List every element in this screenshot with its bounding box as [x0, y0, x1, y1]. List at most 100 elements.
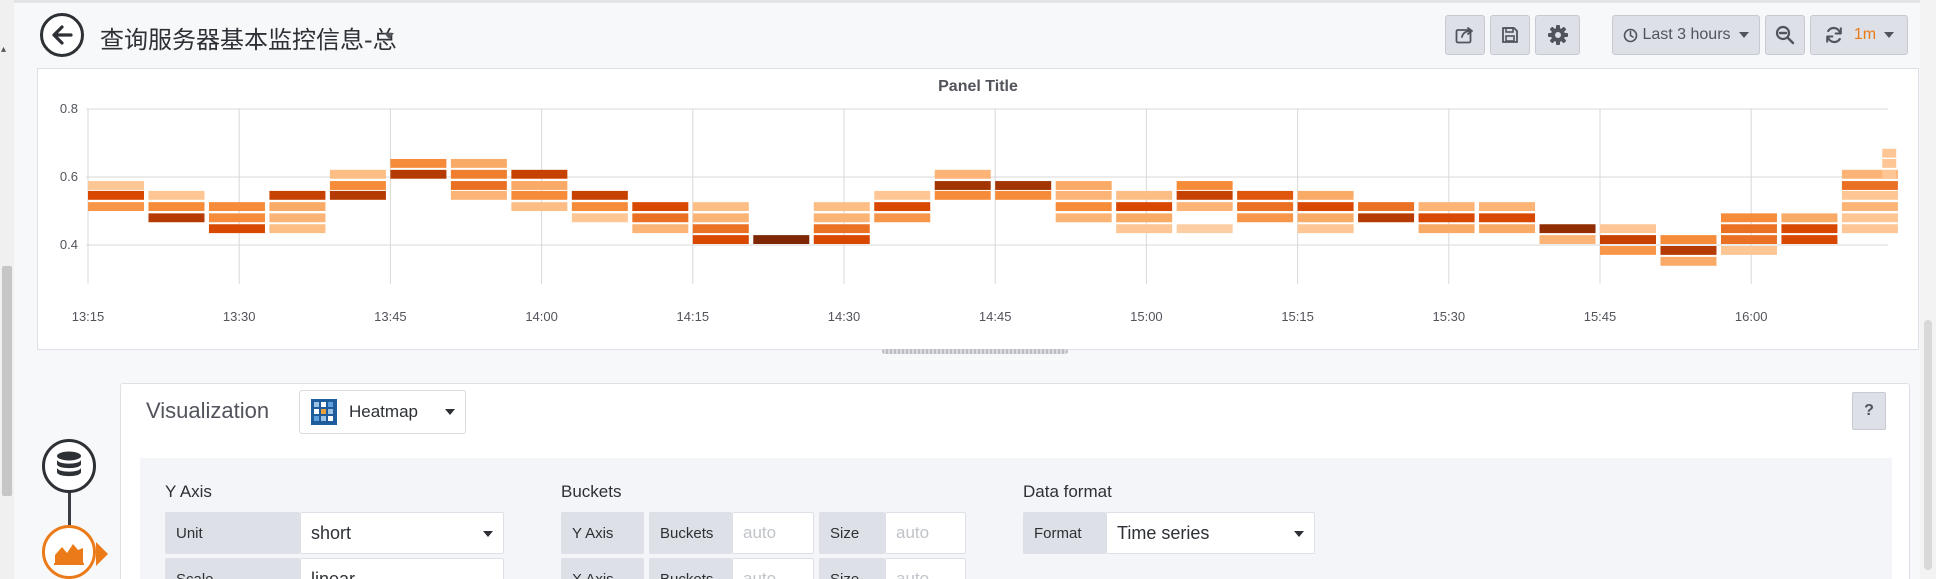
y-buckets-input[interactable]: auto	[732, 512, 814, 554]
scale-label: Scale	[165, 558, 300, 579]
visualization-picker[interactable]: Heatmap	[299, 390, 466, 434]
buckets-count-label: Buckets	[649, 512, 732, 554]
heatmap-cell	[329, 190, 386, 200]
rail-connector	[68, 490, 71, 530]
scrollbar-thumb[interactable]	[2, 266, 12, 496]
heatmap-cell	[1116, 202, 1173, 212]
panel-title[interactable]: Panel Title	[938, 78, 1018, 95]
page-scrollbar[interactable]: ▴	[0, 0, 14, 579]
format-label: Format	[1023, 512, 1106, 554]
heatmap-cell	[511, 181, 568, 190]
refresh-picker[interactable]: 1m	[1810, 15, 1908, 55]
heatmap-cell	[1418, 202, 1475, 212]
chevron-down-icon	[1738, 32, 1749, 38]
heatmap-cell	[208, 213, 265, 223]
heatmap-cell	[1116, 213, 1173, 223]
editor-scrollbar-thumb[interactable]	[1924, 320, 1932, 570]
back-button[interactable]	[40, 13, 84, 57]
heatmap-cell	[571, 213, 628, 223]
heatmap-cell	[813, 213, 870, 223]
editor-scrollbar[interactable]	[1920, 0, 1936, 579]
heatmap-cell	[450, 158, 507, 168]
x-bucket-size-input[interactable]: auto	[885, 558, 966, 579]
heatmap-cell	[450, 190, 507, 200]
heatmap-cell	[1720, 235, 1777, 244]
heatmap-cell	[269, 224, 326, 234]
x-buckets-input[interactable]: auto	[732, 558, 814, 579]
heatmap-cell	[1116, 190, 1173, 200]
buckets-x-axis-label: X Axis	[561, 558, 644, 579]
heatmap-cell	[1297, 190, 1354, 200]
heatmap-cell	[1237, 202, 1294, 212]
heatmap-cell	[632, 202, 689, 212]
scale-value: linear	[311, 568, 356, 579]
heatmap-cell	[390, 158, 447, 168]
y-bucket-size-input[interactable]: auto	[885, 512, 966, 554]
heatmap-cell	[1720, 246, 1777, 255]
dashboard-title[interactable]: 查询服务器基本监控信息-总	[100, 26, 397, 54]
settings-button[interactable]	[1535, 15, 1580, 55]
chevron-down-icon	[1294, 531, 1304, 537]
heatmap-cell	[874, 213, 931, 223]
heatmap-cell	[813, 235, 870, 244]
x-tick-label: 15:15	[1281, 309, 1314, 324]
chevron-down-icon[interactable]	[384, 33, 394, 39]
heatmap-cell	[1479, 224, 1536, 234]
heatmap-cell	[1358, 202, 1415, 212]
heatmap-cell	[511, 169, 568, 179]
time-range-picker[interactable]: Last 3 hours	[1612, 15, 1760, 55]
bucket-size-label-2: Size	[819, 558, 885, 579]
x-tick-label: 15:30	[1433, 309, 1466, 324]
scale-select[interactable]: linear	[300, 558, 504, 579]
x-tick-label: 13:30	[223, 309, 256, 324]
heatmap-cell	[874, 190, 931, 200]
buckets-section-title: Buckets	[561, 482, 622, 501]
save-dashboard-button[interactable]	[1490, 15, 1530, 55]
unit-select[interactable]: short	[300, 512, 504, 554]
heatmap-cell	[753, 235, 810, 244]
help-button[interactable]: ?	[1852, 392, 1886, 430]
heatmap-cell	[1660, 235, 1717, 244]
heatmap-cell	[1055, 190, 1112, 200]
editor-section-title: Visualization	[146, 398, 270, 423]
bucket-size-label: Size	[819, 512, 885, 554]
scroll-up-icon[interactable]: ▴	[1, 44, 7, 55]
data-format-section-title: Data format	[1023, 482, 1112, 501]
visualization-tab[interactable]	[42, 525, 96, 579]
heatmap-cell	[692, 224, 749, 234]
share-button[interactable]	[1445, 15, 1485, 55]
chevron-down-icon	[1884, 32, 1895, 38]
heatmap-cell	[1841, 202, 1898, 212]
heatmap-cell	[813, 224, 870, 234]
heatmap-cell	[1660, 256, 1717, 266]
heatmap-cell	[1600, 235, 1656, 244]
heatmap-cell	[1841, 224, 1898, 234]
heatmap-cell	[1720, 213, 1777, 223]
heatmap-chart[interactable]: 0.4 0.6 0.8 13:15 13:30 13:45 14:00 14:15 14:30 1…	[38, 69, 1920, 351]
chevron-down-icon	[445, 409, 455, 415]
heatmap-panel[interactable]: Panel Title 0.4 0.6 0.8 13:15 13:30 13:45 14:0…	[37, 68, 1919, 350]
gear-icon	[1547, 25, 1568, 45]
heatmap-cell	[1176, 181, 1233, 190]
format-value: Time series	[1117, 522, 1210, 543]
x-tick-label: 14:15	[677, 309, 710, 324]
area-chart-icon	[54, 544, 84, 565]
panel-resize-handle[interactable]	[882, 349, 1068, 354]
heatmap-cell	[1176, 190, 1233, 200]
heatmap-cell	[148, 190, 205, 200]
visualization-name: Heatmap	[349, 402, 418, 421]
heatmap-cell	[934, 181, 991, 190]
x-tick-label: 16:00	[1735, 309, 1768, 324]
heatmap-cell	[1882, 148, 1897, 158]
heatmap-cell	[269, 190, 326, 200]
heatmap-cell	[1841, 181, 1898, 190]
queries-tab[interactable]	[42, 439, 96, 493]
zoom-out-button[interactable]	[1765, 15, 1805, 55]
heatmap-cell	[1116, 224, 1173, 234]
x-tick-label: 15:00	[1130, 309, 1163, 324]
unit-value: short	[311, 522, 352, 543]
heatmap-cell	[88, 202, 144, 212]
y-tick-label: 0.4	[60, 237, 78, 252]
heatmap-cell	[1720, 224, 1777, 234]
format-select[interactable]: Time series	[1106, 512, 1315, 554]
